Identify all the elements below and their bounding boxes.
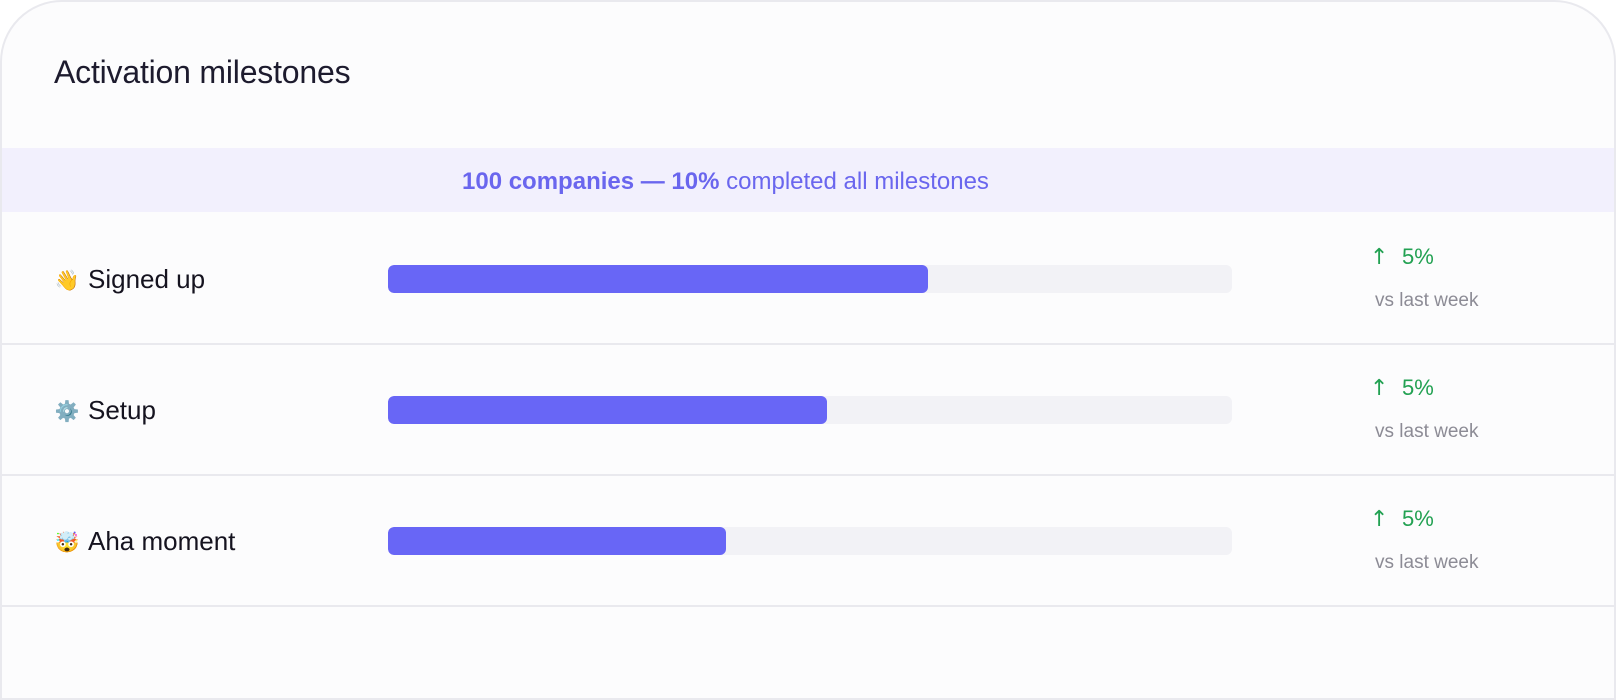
exploding-head-icon: 🤯 <box>54 529 80 554</box>
delta-percent: 5% <box>1402 244 1434 269</box>
milestone-label: 👋 Signed up <box>54 264 206 295</box>
delta-value: ↑ 5% <box>1370 244 1434 270</box>
summary-count: 100 companies — 10% <box>462 168 720 195</box>
arrow-up-icon: ↑ <box>1370 375 1389 401</box>
arrow-up-icon: ↑ <box>1370 506 1389 532</box>
progress-bar-track <box>388 527 1232 555</box>
progress-bar-track <box>388 396 1232 424</box>
arrow-up-icon: ↑ <box>1370 244 1389 270</box>
delta-value: ↑ 5% <box>1370 375 1434 401</box>
milestone-label: 🤯 Aha moment <box>54 526 236 557</box>
progress-bar-fill <box>388 396 827 424</box>
gear-icon: ⚙️ <box>54 398 80 423</box>
summary-banner <box>2 148 1614 212</box>
progress-bar-fill <box>388 527 726 555</box>
summary-suffix: completed all milestones <box>719 168 989 195</box>
progress-bar-track <box>388 265 1232 293</box>
delta-comparison: vs last week <box>1375 290 1479 311</box>
card-title: Activation milestones <box>54 54 351 90</box>
milestone-name: Aha moment <box>88 526 236 556</box>
milestone-name: Signed up <box>88 264 206 294</box>
progress-bar-fill <box>388 265 929 293</box>
summary-text: 100 companies — 10% completed all milest… <box>462 168 989 196</box>
delta-percent: 5% <box>1402 375 1434 400</box>
milestone-row: ⚙️ Setup ↑ 5% vs last week <box>2 345 1614 476</box>
delta-comparison: vs last week <box>1375 552 1479 573</box>
milestone-label: ⚙️ Setup <box>54 395 156 426</box>
delta-percent: 5% <box>1402 506 1434 531</box>
milestone-row: 👋 Signed up ↑ 5% vs last week <box>2 214 1614 345</box>
milestone-name: Setup <box>88 395 156 425</box>
delta-value: ↑ 5% <box>1370 506 1434 532</box>
delta-comparison: vs last week <box>1375 421 1479 442</box>
waving-hand-icon: 👋 <box>54 267 80 292</box>
milestone-row: 🤯 Aha moment ↑ 5% vs last week <box>2 476 1614 607</box>
